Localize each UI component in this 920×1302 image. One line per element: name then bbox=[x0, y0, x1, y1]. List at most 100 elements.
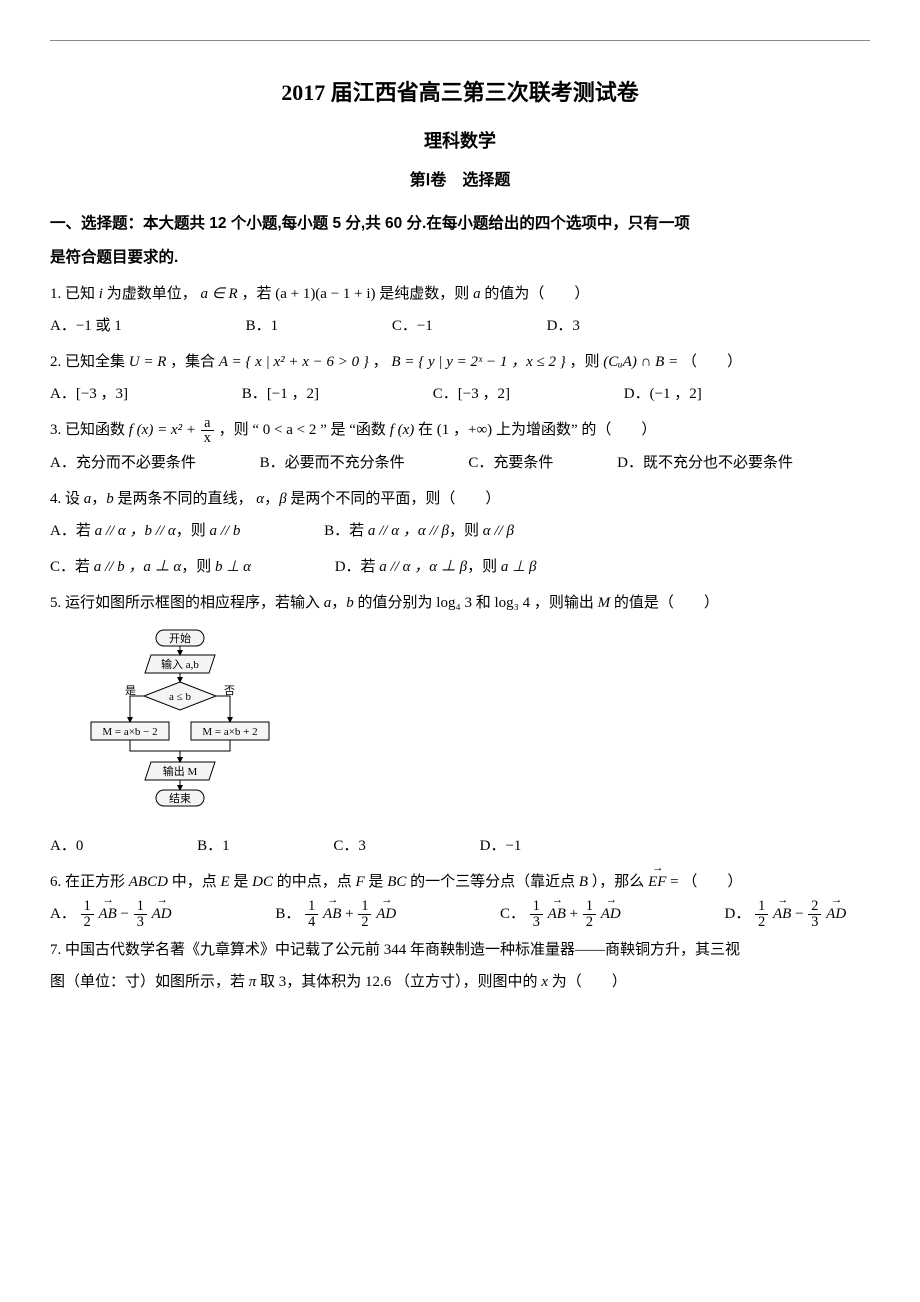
exam-subject: 理科数学 bbox=[50, 123, 870, 159]
q1-t1: 已知 bbox=[65, 286, 95, 302]
q6-t6: 的一个三等分点（靠近点 bbox=[410, 874, 575, 890]
q3-optA: A．充分而不必要条件 bbox=[50, 448, 196, 478]
question-5: 5. 运行如图所示框图的相应程序，若输入 a，b 的值分别为 log₄ 3 和 … bbox=[50, 588, 870, 618]
q1-t4: 是纯虚数，则 bbox=[379, 286, 469, 302]
q7-end: 为（ ） bbox=[552, 974, 627, 990]
svg-text:是: 是 bbox=[125, 684, 136, 697]
q4-optA: A．若 a // α ，b // α，则 a // b bbox=[50, 516, 240, 546]
q7-x: x bbox=[541, 974, 548, 990]
q1-options: A．−1 或 1 B．1 C．−1 D．3 bbox=[50, 311, 870, 341]
q6-DC: DC bbox=[252, 874, 273, 890]
q1-optC: C．−1 bbox=[392, 311, 433, 341]
q6-t7: ），那么 bbox=[592, 874, 645, 890]
q7-num: 7. bbox=[50, 942, 61, 958]
q4-al: α bbox=[256, 491, 264, 507]
q4-optC: C．若 a // b ，a ⊥ α，则 b ⊥ α bbox=[50, 552, 251, 582]
q3-t1: 已知函数 bbox=[65, 422, 125, 438]
q1-a: a bbox=[473, 286, 481, 302]
q2-optD: D．(−1 ，2] bbox=[624, 379, 702, 409]
q4-optD: D．若 a // α ，α ⊥ β，则 a ⊥ β bbox=[335, 552, 537, 582]
svg-text:开始: 开始 bbox=[169, 631, 191, 645]
q6-num: 6. bbox=[50, 874, 61, 890]
q4-a: a bbox=[84, 491, 92, 507]
q7-pi: π bbox=[249, 974, 257, 990]
q1-t2: 为虚数单位， bbox=[107, 286, 197, 302]
q2-c1: ， bbox=[373, 354, 388, 370]
q1-t3: ，若 bbox=[241, 286, 271, 302]
q4-be: β bbox=[279, 491, 286, 507]
section1-heading: 一、选择题：本大题共 12 个小题,每小题 5 分,共 60 分.在每小题给出的… bbox=[50, 207, 870, 275]
question-2: 2. 已知全集 U = R ，集合 A = { x | x² + x − 6 >… bbox=[50, 347, 870, 377]
flowchart-svg: 开始输入 a,ba ≤ b是否M = a×b − 2M = a×b + 2输出 … bbox=[80, 626, 280, 816]
q2-options: A．[−3 ，3] B．[−1 ，2] C．[−3 ，2] D．(−1 ，2] bbox=[50, 379, 870, 409]
q6-optB: B． 14 AB + 12 AD bbox=[275, 899, 396, 929]
q5-num: 5. bbox=[50, 595, 61, 611]
q7-l2c: （立方寸），则图中的 bbox=[395, 974, 538, 990]
svg-text:否: 否 bbox=[224, 685, 235, 697]
q6-optA: A． 12 AB − 13 AD bbox=[50, 899, 172, 929]
q6-t1: 在正方形 bbox=[65, 874, 125, 890]
q6-BC: BC bbox=[387, 874, 406, 890]
q6-t4: 的中点，点 bbox=[277, 874, 352, 890]
q3-int: (1 ，+∞) bbox=[437, 422, 492, 438]
q6-eq: = （ ） bbox=[670, 874, 742, 890]
q7-vol: 12.6 bbox=[365, 974, 391, 990]
q5-t2: 的值分别为 bbox=[358, 595, 433, 611]
q2-Bset: B = { y | y = 2ˣ − 1 ，x ≤ 2 } bbox=[391, 354, 565, 370]
svg-text:输入 a,b: 输入 a,b bbox=[161, 657, 199, 671]
question-1: 1. 已知 i 为虚数单位， a ∈ R ，若 (a + 1)(a − 1 + … bbox=[50, 279, 870, 309]
q4-options-row2: C．若 a // b ，a ⊥ α，则 b ⊥ α D．若 a // α ，α … bbox=[50, 552, 870, 582]
q5-l2: log₃ 4 bbox=[494, 595, 530, 611]
q3-frac: ax bbox=[201, 416, 214, 446]
q2-optA: A．[−3 ，3] bbox=[50, 379, 128, 409]
q3-options: A．充分而不必要条件 B．必要而不充分条件 C．充要条件 D．既不充分也不必要条… bbox=[50, 448, 870, 478]
q6-options: A． 12 AB − 13 AD B． 14 AB + 12 AD C． 13 … bbox=[50, 899, 870, 929]
header-rule bbox=[50, 40, 870, 41]
q3-f: f (x) = x² + bbox=[129, 422, 200, 438]
exam-title: 2017 届江西省高三第三次联考测试卷 bbox=[50, 71, 870, 115]
q5-optC: C．3 bbox=[333, 831, 366, 861]
q5-b: b bbox=[346, 595, 354, 611]
q2-t3: ，则 bbox=[570, 354, 600, 370]
q2-optB: B．[−1 ，2] bbox=[242, 379, 319, 409]
q1-i: i bbox=[99, 286, 103, 302]
q5-optB: B．1 bbox=[197, 831, 230, 861]
q7-l2b: 取 3，其体积为 bbox=[260, 974, 361, 990]
q2-t2: ，集合 bbox=[170, 354, 215, 370]
q4-num: 4. bbox=[50, 491, 61, 507]
svg-text:结束: 结束 bbox=[169, 792, 191, 805]
q5-end: 的值是（ ） bbox=[614, 595, 719, 611]
q1-aR: a ∈ R bbox=[200, 286, 237, 302]
svg-text:a ≤ b: a ≤ b bbox=[169, 691, 191, 703]
question-3: 3. 已知函数 f (x) = x² + ax ，则 “ 0 < a < 2 ”… bbox=[50, 415, 870, 445]
q1-optA: A．−1 或 1 bbox=[50, 311, 122, 341]
q5-t1: 运行如图所示框图的相应程序，若输入 bbox=[65, 595, 320, 611]
q5-flowchart: 开始输入 a,ba ≤ b是否M = a×b − 2M = a×b + 2输出 … bbox=[80, 626, 870, 827]
q5-optD: D．−1 bbox=[480, 831, 522, 861]
question-7: 7. 中国古代数学名著《九章算术》中记载了公元前 344 年商鞅制造一种标准量器… bbox=[50, 935, 870, 965]
q5-t3: ，则输出 bbox=[534, 595, 594, 611]
q1-optB: B．1 bbox=[246, 311, 279, 341]
q5-M: M bbox=[598, 595, 611, 611]
q3-optB: B．必要而不充分条件 bbox=[260, 448, 405, 478]
q4-t2: 是两条不同的直线， bbox=[118, 491, 253, 507]
q7-l1: 中国古代数学名著《九章算术》中记载了公元前 344 年商鞅制造一种标准量器——商… bbox=[65, 942, 740, 958]
q1-optD: D．3 bbox=[547, 311, 580, 341]
q3-optD: D．既不充分也不必要条件 bbox=[617, 448, 793, 478]
svg-text:输出 M: 输出 M bbox=[163, 764, 198, 778]
q3-num: 3. bbox=[50, 422, 61, 438]
q2-num: 2. bbox=[50, 354, 61, 370]
q2-Aset: A = { x | x² + x − 6 > 0 } bbox=[219, 354, 369, 370]
q3-t4: 在 bbox=[418, 422, 433, 438]
q6-t3: 是 bbox=[233, 874, 248, 890]
q4-end: 是两个不同的平面，则（ ） bbox=[290, 491, 500, 507]
question-4: 4. 设 a，b 是两条不同的直线， α，β 是两个不同的平面，则（ ） bbox=[50, 484, 870, 514]
q1-end: 的值为（ ） bbox=[484, 286, 589, 302]
section1-line1: 一、选择题：本大题共 12 个小题,每小题 5 分,共 60 分.在每小题给出的… bbox=[50, 215, 690, 232]
q3-fx: f (x) bbox=[390, 422, 415, 438]
q5-optA: A．0 bbox=[50, 831, 83, 861]
q7-l2a: 图（单位：寸）如图所示，若 bbox=[50, 974, 245, 990]
q2-res: (CᵤA) ∩ B = bbox=[603, 354, 678, 370]
q6-EF-vector: EF bbox=[648, 867, 666, 897]
svg-text:M = a×b − 2: M = a×b − 2 bbox=[102, 726, 157, 738]
